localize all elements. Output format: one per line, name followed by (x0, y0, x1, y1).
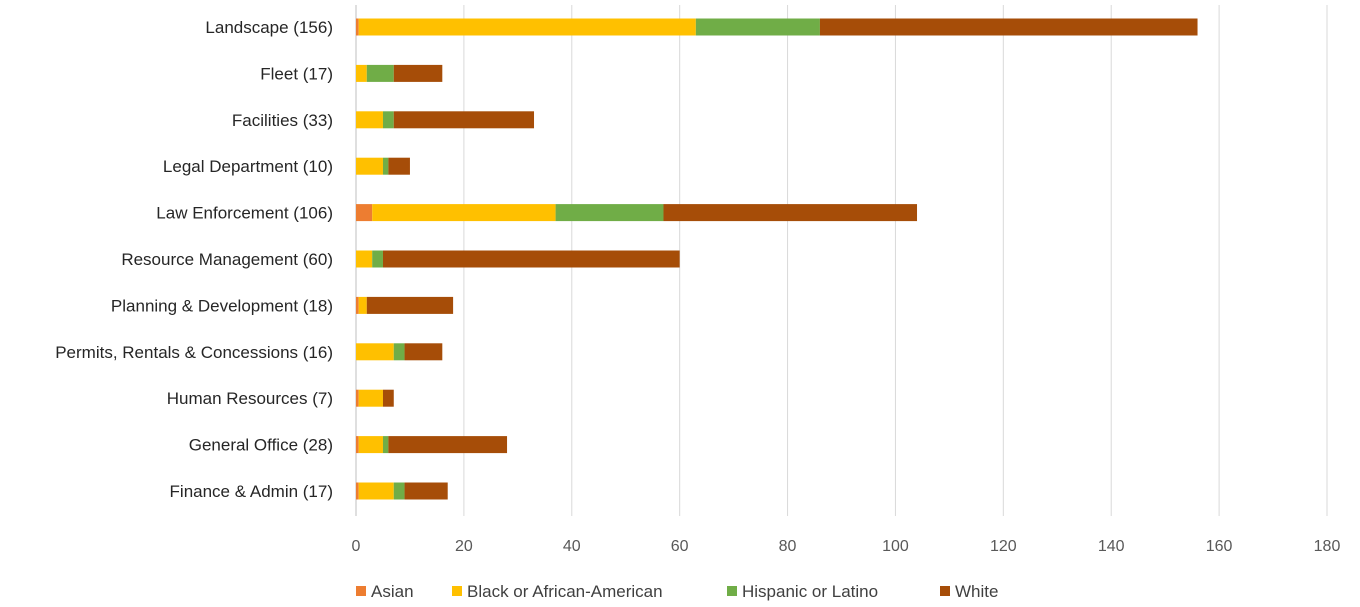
bar-segment-white (366, 296, 454, 314)
bar-segment-white (393, 64, 443, 82)
bar-segment-asian (356, 389, 359, 407)
x-tick-label: 40 (563, 538, 581, 555)
bar-segment-hispanic-or-latino (695, 18, 820, 36)
category-labels: Landscape (156) Fleet (17) Facilities (33)… (55, 18, 333, 501)
bar-segment-white (404, 343, 443, 361)
x-tick-label: 160 (1206, 538, 1233, 555)
category-label: Fleet (17) (260, 64, 333, 83)
bar-segment-white (404, 482, 448, 500)
x-tick-label: 100 (882, 538, 909, 555)
category-label: Resource Management (60) (121, 250, 333, 269)
bar-segment-white (388, 157, 410, 175)
x-tick-label: 60 (671, 538, 689, 555)
legend-label: Black or African-American (467, 582, 663, 601)
bar-segment-asian (356, 18, 359, 36)
bar-segment-hispanic-or-latino (372, 250, 383, 268)
category-label: Landscape (156) (205, 18, 333, 37)
x-tick-label: 120 (990, 538, 1017, 555)
bar-segment-black-or-african-american (358, 482, 394, 500)
category-label: General Office (28) (189, 436, 333, 455)
legend-swatch (940, 586, 950, 596)
category-label: Permits, Rentals & Concessions (16) (55, 343, 333, 362)
bar-segment-asian (356, 436, 359, 454)
bar-segment-hispanic-or-latino (393, 482, 405, 500)
bar-segment-black-or-african-american (358, 436, 383, 454)
legend-label: Asian (371, 582, 414, 601)
bar-segment-white (819, 18, 1198, 36)
bar-segment-black-or-african-american (358, 18, 696, 36)
x-tick-label: 180 (1314, 538, 1341, 555)
bar-segment-black-or-african-american (356, 343, 394, 361)
bar-segment-hispanic-or-latino (393, 343, 405, 361)
bar-segment-hispanic-or-latino (366, 64, 394, 82)
bar-segment-black-or-african-american (356, 250, 373, 268)
bar-segment-black-or-african-american (358, 296, 367, 314)
bar-segment-asian (356, 482, 359, 500)
bar-segment-white (393, 111, 535, 129)
legend-label: White (955, 582, 998, 601)
legend-swatch (356, 586, 366, 596)
x-tick-label: 0 (352, 538, 361, 555)
x-tick-label: 80 (779, 538, 797, 555)
bar-segment-asian (356, 296, 359, 314)
category-label: Facilities (33) (232, 111, 333, 130)
bar-segment-black-or-african-american (356, 157, 383, 175)
category-label: Legal Department (10) (163, 157, 333, 176)
bar-segment-white (382, 389, 394, 407)
x-tick-label: 140 (1098, 538, 1125, 555)
bar-segment-white (663, 204, 918, 222)
bar-segment-black-or-african-american (372, 204, 556, 222)
bar-segment-white (388, 436, 508, 454)
legend-swatch (727, 586, 737, 596)
legend-label: Hispanic or Latino (742, 582, 878, 601)
x-tick-labels: 0 20 40 60 80 100 120 140 160 180 (352, 538, 1341, 555)
bar-segment-asian (356, 204, 373, 222)
category-label: Planning & Development (18) (111, 296, 333, 315)
bar-segment-hispanic-or-latino (555, 204, 664, 222)
legend: Asian Black or African-American Hispanic o… (356, 582, 998, 601)
bar-segment-hispanic-or-latino (382, 157, 389, 175)
gridlines (355, 5, 1328, 516)
bar-segment-white (382, 250, 680, 268)
legend-swatch (452, 586, 462, 596)
bar-segment-black-or-african-american (356, 64, 367, 82)
category-label: Human Resources (7) (167, 389, 333, 408)
bars (356, 18, 1198, 500)
bar-segment-black-or-african-american (356, 111, 383, 129)
bar-segment-hispanic-or-latino (382, 111, 394, 129)
bar-segment-black-or-african-american (358, 389, 383, 407)
x-tick-label: 20 (455, 538, 473, 555)
category-label: Finance & Admin (17) (170, 482, 333, 501)
bar-segment-hispanic-or-latino (382, 436, 389, 454)
category-label: Law Enforcement (106) (156, 204, 333, 223)
